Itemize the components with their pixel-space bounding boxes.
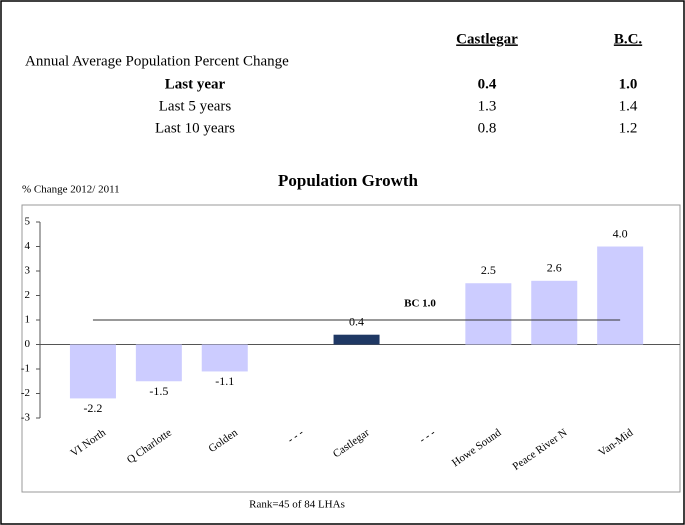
y-tick-label: 1 — [25, 314, 31, 326]
bar — [465, 283, 512, 345]
table-value: 0.4 — [478, 76, 497, 92]
row-label: Last 10 years — [155, 120, 235, 136]
y-tick-label: -3 — [21, 412, 31, 424]
column-header: Castlegar — [456, 31, 518, 47]
y-tick-label: 5 — [25, 216, 31, 228]
table-value: 0.8 — [478, 120, 497, 136]
row-label: Last 5 years — [159, 98, 232, 114]
y-tick-label: 2 — [25, 289, 31, 301]
table-value: 1.3 — [478, 98, 497, 114]
y-axis-label: % Change 2012/ 2011 — [22, 184, 120, 196]
footnote: Rank=45 of 84 LHAs — [249, 499, 345, 511]
value-label: 2.6 — [547, 261, 562, 275]
row-label: Last year — [165, 76, 226, 92]
table-value: 1.4 — [619, 98, 638, 114]
plot-frame — [21, 204, 681, 493]
reference-label: BC 1.0 — [404, 298, 436, 310]
value-label: 0.4 — [349, 314, 364, 328]
value-label: -2.2 — [83, 401, 102, 415]
y-tick-label: -1 — [21, 363, 30, 375]
y-tick-label: 0 — [25, 338, 31, 350]
chart-title: Population Growth — [278, 171, 419, 190]
y-tick-label: 4 — [25, 240, 31, 252]
bar — [135, 344, 182, 382]
y-tick-label: 3 — [25, 265, 31, 277]
table-value: 1.2 — [619, 120, 638, 136]
y-tick-label: -2 — [21, 387, 30, 399]
table-caption: Annual Average Population Percent Change — [25, 53, 289, 69]
value-label: 4.0 — [613, 226, 628, 240]
bar — [69, 344, 116, 399]
value-label: -1.5 — [149, 384, 168, 398]
column-header: B.C. — [614, 31, 643, 47]
bar — [597, 246, 644, 345]
value-label: -1.1 — [215, 374, 234, 388]
bar — [201, 344, 248, 372]
value-label: 2.5 — [481, 263, 496, 277]
bar — [531, 280, 578, 345]
table-value: 1.0 — [619, 76, 638, 92]
bar — [333, 334, 380, 345]
